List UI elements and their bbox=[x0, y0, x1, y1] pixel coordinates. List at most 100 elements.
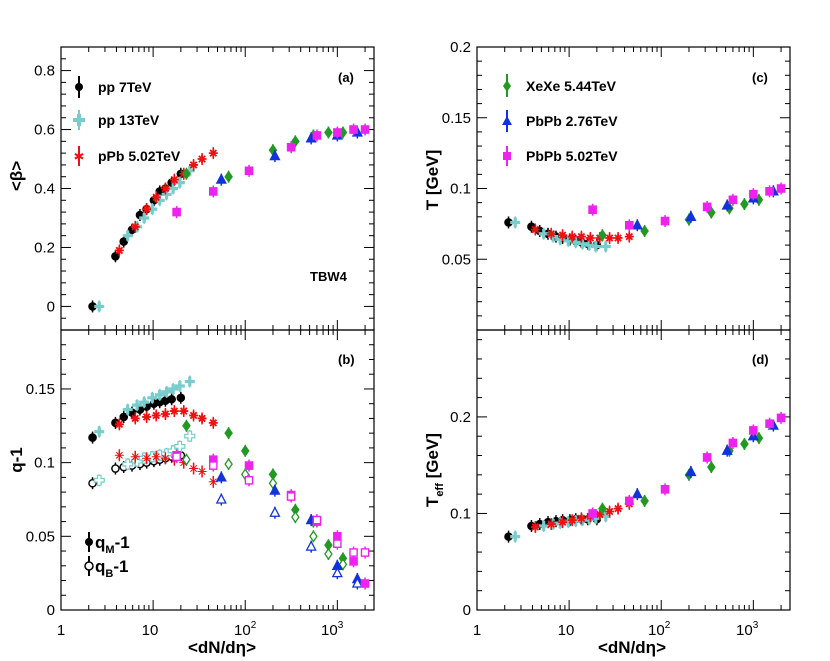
point-b-pp-13tev-q-m-1 bbox=[147, 392, 158, 403]
ytick-label-c: 0.05 bbox=[442, 251, 471, 268]
point-b-pp-13tev-q-m-1 bbox=[168, 383, 179, 394]
left-xtick-100: 102 bbox=[234, 620, 257, 639]
panel-d-frame bbox=[476, 329, 791, 611]
point-b-pbpb-2-76tev-q-m-1 bbox=[215, 470, 227, 482]
point-d-pp-13tev bbox=[538, 521, 549, 531]
right-xtick-1000: 103 bbox=[736, 620, 759, 639]
point-b-ppb-5-02tev-q-b-1 bbox=[197, 466, 207, 476]
ytick-label-d: 0.1 bbox=[450, 505, 471, 522]
point-a-pp-13tev bbox=[94, 301, 105, 312]
legend-qm-q: q bbox=[95, 533, 105, 552]
point-b-pp-13tev-q-b-1 bbox=[184, 430, 196, 442]
point-d-xexe-5-44tev bbox=[740, 437, 749, 451]
ytick-label-b: 0.1 bbox=[34, 455, 55, 472]
point-a-pbpb-5-02tev bbox=[172, 207, 181, 217]
point-d-pbpb-5-02tev bbox=[728, 438, 738, 448]
ytick-label-a: 0.6 bbox=[34, 122, 55, 139]
left-xtick-1: 1 bbox=[57, 622, 65, 639]
point-b-xexe-q-m-1 bbox=[240, 444, 250, 457]
point-d-pbpb-5-02tev bbox=[588, 509, 597, 518]
point-a-ppb-5-02tev bbox=[142, 204, 152, 214]
panel-d-ylabel: Teff [GeV] bbox=[423, 433, 446, 507]
point-b-pp-13tev-q-m-1 bbox=[174, 381, 185, 391]
point-a-xexe-5-44tev bbox=[224, 170, 233, 183]
point-d-ppb-5-02tev bbox=[605, 507, 615, 517]
point-d-pbpb-5-02tev bbox=[749, 426, 758, 435]
left-xtick-1000-base: 10 bbox=[321, 622, 338, 639]
legend-qm-suffix: -1 bbox=[115, 533, 130, 552]
point-d-pbpb-5-02tev bbox=[660, 485, 670, 494]
point-b-xexe-q-b-1 bbox=[224, 457, 233, 471]
point-d-pbpb-5-02tev bbox=[776, 413, 786, 423]
point-d-ppb-5-02tev bbox=[558, 517, 568, 527]
point-c-ppb-5-02tev bbox=[585, 233, 595, 243]
ytick-label-c: 0.2 bbox=[450, 39, 471, 56]
point-b-pp-13tev-q-m-1 bbox=[132, 400, 143, 411]
point-b-pp-13tev-q-m-1 bbox=[139, 397, 150, 408]
point-b-pp-7tev-q-m-1 bbox=[176, 393, 186, 403]
point-b-ppb-5-02tev-q-m-1 bbox=[189, 410, 199, 420]
ytick-label-c: 0.1 bbox=[450, 181, 471, 198]
point-c-pbpb-5-02tev bbox=[728, 195, 738, 205]
point-d-pbpb-5-02tev bbox=[702, 453, 712, 462]
point-c-pbpb-5-02tev bbox=[776, 184, 786, 193]
point-b-pp-13tev-q-b-1 bbox=[93, 474, 105, 486]
point-b-ppb-5-02tev-q-m-1 bbox=[142, 412, 152, 422]
point-b-pp-7tev-q-m-1 bbox=[167, 394, 176, 404]
legend-pp7-label: pp 7TeV bbox=[98, 79, 152, 95]
point-a-pbpb-5-02tev bbox=[312, 131, 322, 140]
ytick-label-a: 0 bbox=[47, 298, 55, 315]
legend-pbpb276-marker bbox=[502, 116, 512, 125]
axis-ticks: 0 0.2 0.4 0.6 0.8 0 0.05 0.1 0.15 0.05 0.1 0.15 0.2 0… bbox=[26, 39, 790, 619]
point-d-ppb-5-02tev bbox=[546, 519, 556, 529]
legend-pbpb502-marker bbox=[503, 152, 511, 160]
point-b-pbpb-5-02tev-q-m-1 bbox=[349, 557, 358, 566]
point-d-pp-13tev bbox=[510, 531, 521, 542]
point-d-ppb-5-02tev bbox=[576, 513, 586, 523]
left-xlabel: <dN/dη> bbox=[188, 638, 256, 657]
point-b-ppb-5-02tev-q-b-1 bbox=[130, 452, 140, 462]
point-c-xexe-5-44tev bbox=[640, 224, 649, 238]
point-b-pbpb-2-76tev-q-b-1 bbox=[305, 540, 317, 551]
point-a-ppb-5-02tev bbox=[197, 154, 207, 164]
point-b-pp-13tev-q-m-1 bbox=[154, 389, 165, 400]
point-b-ppb-5-02tev-q-m-1 bbox=[151, 410, 161, 420]
point-b-ppb-5-02tev-q-b-1 bbox=[179, 458, 189, 468]
point-c-ppb-5-02tev bbox=[558, 230, 568, 240]
point-c-ppb-5-02tev bbox=[576, 232, 586, 242]
point-b-pbpb-2-76tev-q-m-1 bbox=[269, 484, 281, 495]
point-a-pp-7tev bbox=[111, 252, 120, 261]
legend-qm-sub: M bbox=[105, 544, 114, 556]
point-b-pp-13tev-q-m-1 bbox=[161, 386, 172, 397]
ytick-label-b: 0.05 bbox=[26, 528, 55, 545]
point-c-pbpb-2-76tev bbox=[631, 218, 643, 230]
point-c-xexe-5-44tev bbox=[598, 229, 607, 242]
panel-a-tag: (a) bbox=[338, 70, 354, 85]
point-b-pbpb-2-76tev-q-b-1 bbox=[351, 577, 363, 588]
point-d-ppb-5-02tev bbox=[613, 504, 623, 514]
point-b-pbpb-5-02tev-q-b-1 bbox=[333, 539, 342, 548]
point-b-pbpb-5-02tev-q-b-1 bbox=[312, 515, 322, 525]
point-b-ppb-5-02tev-q-b-1 bbox=[114, 450, 124, 460]
legend-xexe-label: XeXe 5.44TeV bbox=[526, 78, 617, 94]
point-b-ppb-5-02tev-q-m-1 bbox=[114, 419, 124, 429]
panel-a-ylabel: <β> bbox=[7, 161, 26, 191]
point-b-pbpb-5-02tev-q-m-1 bbox=[244, 461, 254, 470]
point-b-pbpb-5-02tev-q-b-1 bbox=[208, 461, 218, 470]
point-a-xexe-5-44tev bbox=[324, 126, 333, 139]
point-c-pbpb-5-02tev bbox=[765, 187, 774, 196]
point-d-pbpb-2-76tev bbox=[685, 465, 697, 477]
point-a-pp-13tev bbox=[122, 230, 133, 241]
point-d-pbpb-2-76tev bbox=[721, 444, 733, 455]
point-b-ppb-5-02tev-q-m-1 bbox=[169, 406, 179, 416]
point-b-xexe-q-m-1 bbox=[224, 427, 233, 440]
point-b-pbpb-5-02tev-q-b-1 bbox=[349, 548, 358, 557]
point-c-ppb-5-02tev bbox=[530, 225, 540, 235]
panel-d-ylabel-main: T bbox=[423, 496, 442, 507]
legend-qm-label: qM-1 bbox=[95, 533, 130, 556]
point-b-ppb-5-02tev-q-m-1 bbox=[208, 418, 218, 428]
point-c-xexe-5-44tev bbox=[740, 197, 749, 211]
panel-d-ylabel-sub: eff bbox=[434, 483, 446, 497]
point-d-ppb-5-02tev bbox=[567, 515, 577, 525]
point-b-pp-13tev-q-b-1 bbox=[174, 440, 186, 453]
